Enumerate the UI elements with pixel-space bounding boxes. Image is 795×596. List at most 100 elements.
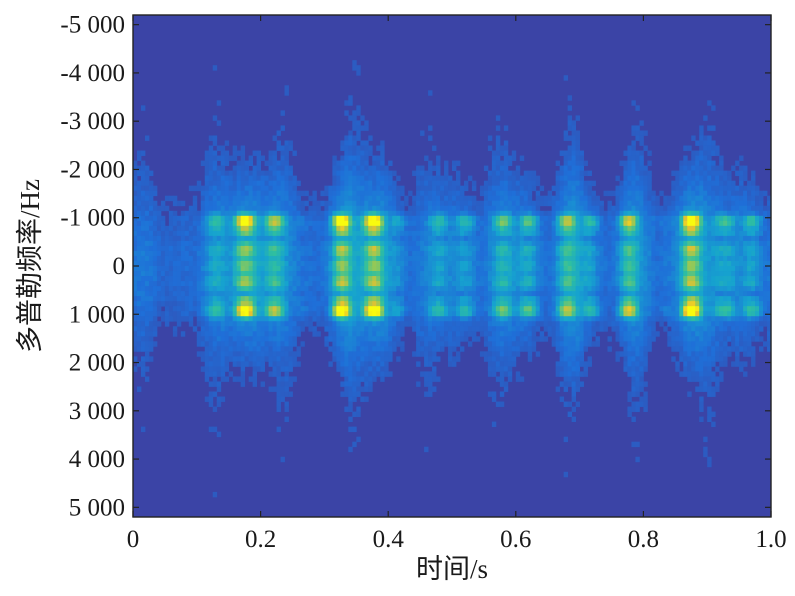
heatmap-cell (188, 296, 194, 302)
heatmap-cell (316, 220, 321, 227)
heatmap-cell (515, 225, 521, 232)
heatmap-cell (384, 240, 389, 247)
heatmap-cell (260, 271, 265, 277)
heatmap-cell (216, 190, 222, 197)
heatmap-cell (196, 281, 202, 287)
heatmap-cell (344, 321, 349, 327)
heatmap-cell (316, 331, 321, 337)
heatmap-cell (352, 331, 357, 337)
heatmap-cell (495, 225, 501, 232)
heatmap-cell (300, 250, 305, 257)
heatmap-cell (344, 326, 349, 332)
heatmap-cell (515, 235, 521, 242)
heatmap-cell (515, 311, 521, 317)
heatmap-cell (308, 260, 313, 267)
heatmap-cell (495, 346, 501, 352)
heatmap-cell (172, 220, 178, 227)
heatmap-cell (204, 225, 210, 232)
heatmap-cell (320, 215, 325, 222)
heatmap-cell (491, 326, 497, 332)
heatmap-cell (356, 65, 361, 71)
heatmap-cell (519, 250, 525, 257)
heatmap-cell (256, 271, 261, 277)
heatmap-cell (571, 220, 577, 227)
heatmap-cell (432, 220, 437, 227)
heatmap-cell (491, 245, 497, 252)
heatmap-cell (176, 316, 182, 322)
heatmap-cell (164, 225, 170, 232)
heatmap-cell (587, 336, 592, 342)
heatmap-cell (256, 361, 261, 367)
heatmap-cell (348, 386, 353, 392)
heatmap-cell (348, 240, 353, 247)
heatmap-cell (631, 381, 636, 387)
heatmap-cell (140, 260, 146, 267)
heatmap-cell (428, 225, 433, 232)
heatmap-cell (527, 225, 533, 232)
heatmap-cell (416, 316, 421, 322)
heatmap-cell (631, 296, 636, 302)
heatmap-cell (232, 260, 238, 267)
heatmap-cell (136, 180, 142, 187)
heatmap-cell (384, 311, 389, 317)
heatmap-cell (352, 185, 357, 192)
heatmap-cell (272, 220, 277, 227)
heatmap-cell (344, 271, 349, 277)
heatmap-cell (531, 225, 537, 232)
heatmap-cell (631, 170, 636, 177)
heatmap-cell (567, 205, 573, 212)
heatmap-cell (204, 160, 210, 166)
heatmap-cell (567, 175, 573, 182)
heatmap-cell (372, 371, 377, 377)
heatmap-cell (459, 281, 465, 287)
heatmap-cell (623, 165, 628, 172)
heatmap-cell (491, 266, 497, 272)
heatmap-cell (212, 255, 218, 262)
heatmap-cell (256, 266, 261, 272)
heatmap-cell (495, 135, 501, 141)
heatmap-cell (364, 321, 369, 327)
heatmap-cell (619, 351, 624, 357)
heatmap-cell (455, 195, 461, 202)
heatmap-cell (635, 341, 640, 347)
heatmap-cell (611, 316, 616, 322)
heatmap-cell (200, 331, 206, 337)
heatmap-cell (260, 205, 265, 212)
heatmap-cell (256, 366, 261, 372)
heatmap-cell (360, 351, 365, 357)
heatmap-cell (272, 281, 277, 287)
heatmap-cell (160, 291, 166, 297)
heatmap-cell (491, 331, 497, 337)
heatmap-cell (531, 291, 537, 297)
heatmap-cell (571, 266, 577, 272)
heatmap-cell (511, 316, 517, 322)
heatmap-cell (340, 271, 345, 277)
heatmap-cell (631, 376, 636, 382)
heatmap-cell (284, 180, 289, 187)
heatmap-cell (583, 230, 588, 237)
heatmap-cell (567, 371, 573, 377)
heatmap-cell (495, 160, 501, 166)
heatmap-cell (348, 190, 353, 197)
heatmap-cell (264, 326, 269, 332)
heatmap-cell (615, 276, 620, 282)
heatmap-cell (396, 326, 401, 332)
heatmap-cell (240, 245, 246, 252)
heatmap-cell (356, 225, 361, 232)
heatmap-cell (448, 351, 453, 357)
heatmap-cell (348, 180, 353, 187)
heatmap-cell (240, 381, 246, 387)
heatmap-cell (256, 165, 261, 172)
heatmap-cell (384, 210, 389, 217)
heatmap-cell (216, 245, 222, 252)
heatmap-cell (507, 185, 513, 192)
heatmap-cell (356, 130, 361, 136)
heatmap-cell (571, 205, 577, 212)
heatmap-cell (535, 210, 541, 217)
heatmap-cell (224, 225, 230, 232)
heatmap-cell (567, 240, 573, 247)
heatmap-cell (599, 200, 604, 207)
heatmap-cell (436, 170, 441, 177)
heatmap-cell (348, 170, 353, 177)
heatmap-cell (348, 175, 353, 182)
